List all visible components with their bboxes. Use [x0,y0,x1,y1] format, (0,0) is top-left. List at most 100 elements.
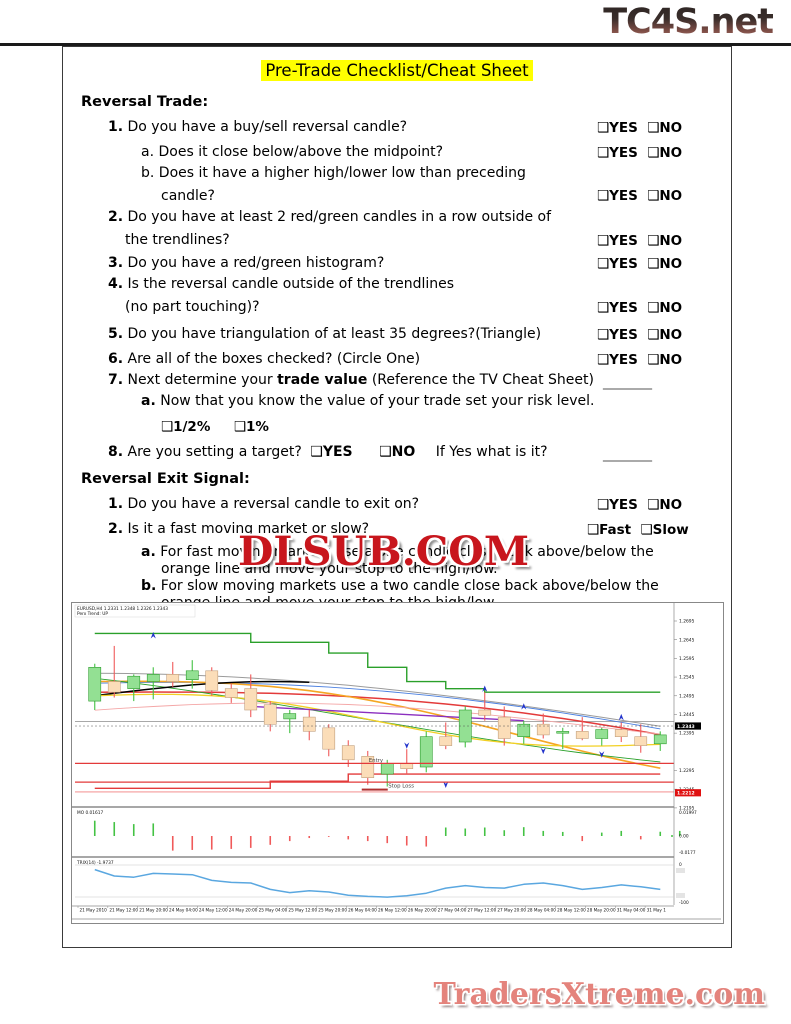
checkbox-yes-6[interactable]: ❑ [597,352,610,368]
label-yes-5: YES [609,327,638,343]
trix-scrollbar[interactable] [676,868,685,873]
chart-ma-line [94,691,661,736]
item-number: b. [141,578,157,594]
chart-text: MO 0.01617 [77,810,103,816]
signal-arrow-down [599,751,605,758]
candle-body [302,716,316,732]
checkbox-no-2[interactable]: ❑ [647,233,660,249]
label-one-percent: 1% [245,419,269,435]
checkbox-no-4[interactable]: ❑ [647,300,660,316]
checklist-item-6: 6. Are all of the boxes checked? (Circle… [108,351,420,369]
checkbox-one-percent[interactable]: ❑ [233,419,246,435]
label-no-1b: NO [659,188,683,204]
label-no-6: NO [659,352,683,368]
page-title: Pre-Trade Checklist/Cheat Sheet [63,60,731,81]
checkbox-no-6[interactable]: ❑ [647,352,660,368]
item-text: Do you have at least 2 red/green candles… [127,209,552,225]
trix-scrollbar-2[interactable] [676,893,685,898]
chart-ma-line [94,680,310,697]
forex-chart[interactable]: Entry Stop Loss EURUSD,H4 1.2331 1.2348 1.… [71,602,724,924]
chart-text: 1.2395 [679,731,695,737]
brand-footer: TradersXtreme.com [0,966,791,1020]
blank-line-7[interactable]: _______ [603,374,652,390]
blank-line-8[interactable]: _______ [603,446,652,462]
label-half-percent: 1/2% [173,419,211,435]
exit-item-1: 1. Do you have a reversal candle to exit… [108,496,419,514]
section-heading-reversal-exit: Reversal Exit Signal: [81,471,250,487]
checklist-item-1b: b. Does it have a higher high/lower low … [141,165,526,183]
checklist-item-2-cont: the trendlines? [125,232,230,250]
checkbox-yes-8-group: ❑YES [310,444,352,460]
candle-body [127,675,141,689]
chart-header-box [74,604,196,618]
item-number: 3. [108,255,124,271]
candle-body [224,688,238,698]
checklist-item-1a: a. Does it close below/above the midpoin… [141,144,443,162]
checkbox-no-1a[interactable]: ❑ [647,145,660,161]
candle-body [361,756,375,779]
checkbox-yes-1[interactable]: ❑ [597,120,610,136]
label-yes-exit1: YES [609,497,638,513]
label-yes-1a: YES [609,145,638,161]
checkbox-no-1[interactable]: ❑ [647,120,660,136]
checkbox-yes-8[interactable]: ❑ [310,444,323,460]
tradersxtreme-logo: TradersXtreme.com [433,977,765,1012]
answer-group-3: ❑YES ❑NO [597,256,682,272]
signal-arrow-down [540,747,546,755]
item-number: a. [141,544,156,560]
label-yes-8: YES [322,444,353,460]
candle-body [575,731,589,739]
item-text: Do you have a red/green histogram? [127,255,385,271]
checkbox-slow[interactable]: ❑ [640,522,653,538]
item-text: For slow moving markets use a two candle… [160,578,659,594]
candle-body [595,729,609,739]
label-slow: Slow [652,522,689,538]
item-number: a. [141,393,156,409]
checkbox-no-8[interactable]: ❑ [379,444,392,460]
chart-text: 24 May 04:00 [169,908,198,913]
item-number: 5. [108,326,124,342]
candle-body [107,681,121,693]
answer-group-exit-2: ❑Fast ❑Slow [587,522,689,538]
chart-text: EURUSD,H4 1.2331 1.2348 1.2326 1.2343 [77,606,168,612]
tc4s-logo: TC4S.net [603,2,774,42]
checkbox-fast[interactable]: ❑ [587,522,600,538]
chart-canvas[interactable]: Entry Stop Loss EURUSD,H4 1.2331 1.2348 1.… [72,603,721,921]
item-number: 1. [108,496,124,512]
checklist-item-5: 5. Do you have triangulation of at least… [108,326,541,344]
checkbox-yes-3[interactable]: ❑ [597,256,610,272]
checkbox-yes-1b[interactable]: ❑ [597,188,610,204]
item-text: Are you setting a target? [127,444,302,460]
checkbox-no-1b[interactable]: ❑ [647,188,660,204]
chart-text: 28 May 04:00 [527,908,556,913]
item-number: 2. [108,521,124,537]
chart-text: Perx Trend: UP [77,611,108,617]
label-no-4: NO [659,300,683,316]
checkbox-yes-5[interactable]: ❑ [597,327,610,343]
item-8-tail: If Yes what is it? [435,444,548,460]
checkbox-no-5[interactable]: ❑ [647,327,660,343]
checkbox-yes-1a[interactable]: ❑ [597,145,610,161]
document-page: Pre-Trade Checklist/Cheat Sheet Reversal… [62,46,732,948]
chart-text: 21 May 12:00 [109,908,138,913]
candle-body [653,734,667,745]
chart-text: 28 May 12:00 [557,908,586,913]
answer-group-5: ❑YES ❑NO [597,327,682,343]
checkbox-yes-2[interactable]: ❑ [597,233,610,249]
chart-text: 1.2495 [679,693,695,699]
checkbox-yes-4[interactable]: ❑ [597,300,610,316]
checkbox-no-3[interactable]: ❑ [647,256,660,272]
label-no-5: NO [659,327,683,343]
checklist-item-7a: a. Now that you know the value of your t… [141,393,594,411]
answer-group-2: ❑YES ❑NO [597,233,682,249]
checkbox-no-exit1[interactable]: ❑ [647,497,660,513]
channel-top [94,632,661,693]
checkbox-half-percent[interactable]: ❑ [161,419,174,435]
item-text: Does it have a higher high/lower low tha… [158,165,526,181]
candle-body [536,723,550,736]
ma-purple [250,705,524,722]
candle-body [146,674,160,682]
checkbox-yes-exit1[interactable]: ❑ [597,497,610,513]
signal-arrow-down [443,781,449,788]
candle-body [341,745,355,761]
